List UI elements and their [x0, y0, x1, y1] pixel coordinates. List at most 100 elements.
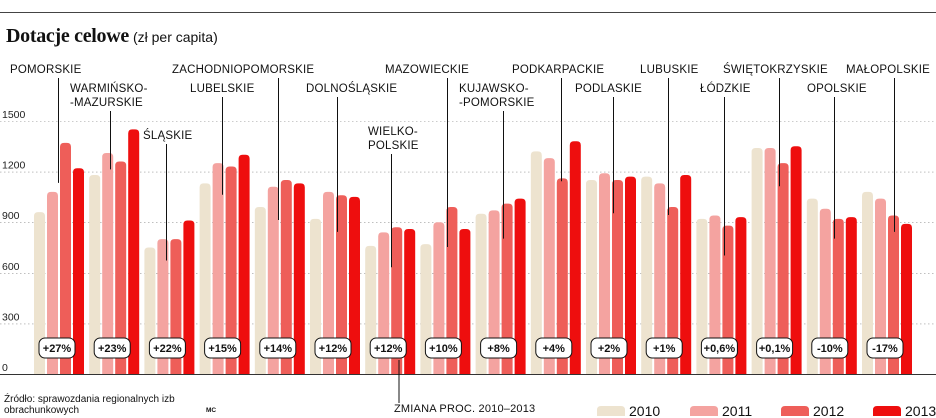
bar — [488, 210, 500, 374]
change-badge — [866, 337, 904, 359]
bar — [128, 129, 140, 374]
category-label-line: PODLASKIE — [575, 83, 642, 95]
legend-swatch — [690, 406, 718, 416]
category-label-line: LUBUSKIE — [640, 64, 699, 76]
bar — [280, 180, 292, 374]
y-tick-label: 600 — [2, 261, 20, 273]
bar — [225, 166, 237, 374]
change-badge-label: +4% — [543, 343, 566, 355]
bar-group — [34, 142, 84, 374]
change-badge — [93, 337, 131, 359]
bar — [654, 183, 666, 374]
category-label-line: ZACHODNIOPOMORSKIE — [172, 64, 314, 76]
change-badge — [756, 337, 794, 359]
category-label: OPOLSKIE — [807, 83, 867, 95]
bar — [459, 228, 471, 374]
bar-group — [89, 129, 140, 374]
category-label: ŚLĄSKIE — [143, 129, 192, 142]
category-label-line: ŚLĄSKIE — [143, 129, 192, 142]
category-label-line: MAZOWIECKIE — [385, 64, 469, 76]
change-badges: +27% +23% +22% +15% +14% +12% +12% +10% +8% +4% +2… — [38, 337, 904, 359]
bar — [696, 218, 708, 374]
bar — [73, 168, 84, 374]
bar — [709, 215, 721, 374]
bar-group — [696, 215, 747, 374]
change-badge — [535, 337, 573, 359]
bar — [254, 207, 266, 374]
legend-swatch — [597, 406, 625, 416]
category-label-line: -POMORSKIE — [459, 97, 535, 109]
bar — [293, 183, 305, 374]
bar — [530, 151, 542, 374]
bar — [514, 198, 526, 374]
change-badge — [314, 337, 352, 359]
change-badge — [700, 337, 738, 359]
bar — [323, 191, 334, 374]
bar-group — [806, 198, 857, 374]
bar — [875, 198, 886, 374]
change-badge — [259, 337, 297, 359]
bar — [34, 212, 45, 374]
bar-group — [475, 198, 526, 374]
category-label-line: OPOLSKIE — [807, 83, 867, 95]
bar-groups — [34, 129, 912, 374]
bar-group — [586, 173, 636, 374]
category-label-line: LUBELSKIE — [190, 83, 255, 95]
bar — [238, 154, 250, 374]
bar — [336, 195, 347, 374]
bar — [404, 228, 416, 374]
change-badge — [811, 337, 849, 359]
category-label: ŚWIĘTOKRZYSKIE — [723, 63, 828, 76]
bar — [764, 147, 776, 374]
change-badge-label: +27% — [43, 343, 72, 355]
bar — [599, 173, 610, 374]
change-badge-label: +12% — [319, 343, 348, 355]
bar — [806, 198, 818, 374]
change-badge — [369, 337, 407, 359]
category-label-line: KUJAWSKO- — [459, 83, 529, 95]
bar — [667, 207, 679, 374]
category-label-line: DOLNOŚLĄSKIE — [306, 82, 397, 95]
change-badge — [424, 337, 462, 359]
change-badge — [38, 337, 76, 359]
bar — [556, 178, 568, 374]
legend-swatch — [873, 406, 901, 416]
change-badge-label: +15% — [208, 343, 237, 355]
bar-group — [310, 191, 360, 374]
bar — [433, 222, 445, 374]
bar-group — [641, 174, 692, 374]
category-label: MAŁOPOLSKIE — [846, 64, 930, 76]
category-label: ŁÓDZKIE — [700, 82, 751, 95]
change-badge-label: -10% — [817, 343, 843, 355]
bar — [310, 218, 321, 374]
changes-caption: ZMIANA PROC. 2010–2013 — [394, 403, 536, 415]
bar — [60, 142, 71, 374]
bar — [901, 223, 912, 374]
source-note: Źródło: sprawozdania regionalnych izb ob… — [4, 394, 175, 416]
y-tick-label: 1500 — [2, 109, 26, 121]
bar — [888, 215, 899, 374]
legend-swatch — [781, 406, 809, 416]
category-label: WARMIŃSKO- -MAZURSKIE — [70, 82, 148, 109]
bar — [845, 217, 857, 374]
category-label-line: -MAZURSKIE — [70, 97, 143, 109]
bar — [722, 225, 734, 374]
category-labels: POMORSKIE WARMIŃSKO- -MAZURSKIE ŚLĄSKIE LUBE… — [10, 63, 930, 152]
category-label-line: MAŁOPOLSKIE — [846, 64, 930, 76]
category-label: PODKARPACKIE — [512, 64, 604, 76]
bar-group — [199, 154, 250, 374]
chart-title-block: Dotacje celowe (zł per capita) — [6, 25, 218, 48]
legend-label: 2012 — [813, 403, 844, 418]
y-tick-label: 1200 — [2, 160, 26, 172]
bar-group — [530, 141, 581, 374]
bar — [475, 213, 487, 374]
category-label: DOLNOŚLĄSKIE — [306, 82, 397, 95]
bar — [751, 147, 763, 374]
bar — [212, 163, 224, 374]
change-badge — [645, 337, 683, 359]
chart-subtitle: (zł per capita) — [132, 29, 218, 45]
bar — [641, 176, 653, 374]
bar — [199, 183, 211, 374]
y-tick-label: 900 — [2, 210, 20, 222]
label-leaders — [58, 78, 895, 268]
